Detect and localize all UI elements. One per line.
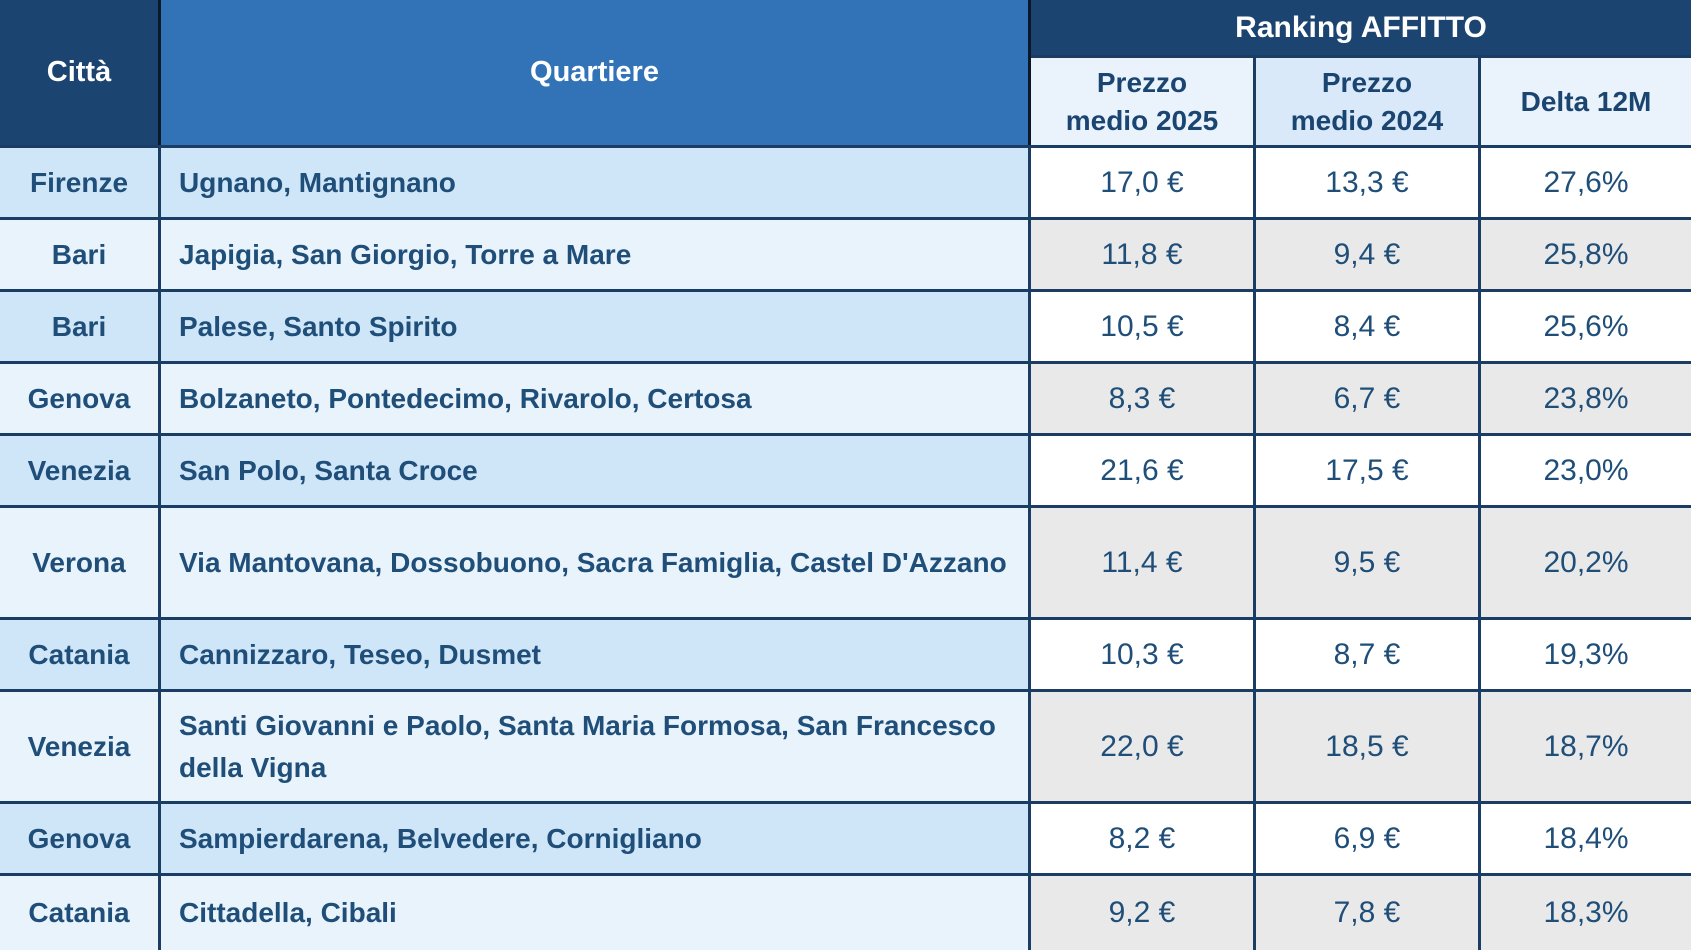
quartiere-cell: Japigia, San Giorgio, Torre a Mare <box>161 220 1028 289</box>
city-cell: Bari <box>0 292 158 361</box>
city-cell: Verona <box>0 508 158 617</box>
quartiere-cell: Palese, Santo Spirito <box>161 292 1028 361</box>
header-prezzo-2024-line1: Prezzo <box>1321 66 1413 98</box>
header-column-divider <box>1028 0 1031 145</box>
prezzo-2024-cell: 8,4 € <box>1256 292 1478 361</box>
header-quartiere: Quartiere <box>161 0 1028 145</box>
header-prezzo-medio-2024: Prezzo medio 2024 <box>1256 58 1478 145</box>
quartiere-cell: Sampierdarena, Belvedere, Cornigliano <box>161 804 1028 873</box>
header-prezzo-2025-line1: Prezzo <box>1096 66 1188 98</box>
quartiere-cell: Ugnano, Mantignano <box>161 148 1028 217</box>
prezzo-2025-cell: 22,0 € <box>1031 692 1253 801</box>
delta-cell: 23,0% <box>1481 436 1691 505</box>
prezzo-2024-cell: 6,9 € <box>1256 804 1478 873</box>
prezzo-2025-cell: 21,6 € <box>1031 436 1253 505</box>
header-delta-12m: Delta 12M <box>1481 58 1691 145</box>
prezzo-2025-cell: 11,4 € <box>1031 508 1253 617</box>
prezzo-2025-cell: 10,3 € <box>1031 620 1253 689</box>
delta-cell: 18,3% <box>1481 876 1691 950</box>
city-cell: Bari <box>0 220 158 289</box>
prezzo-2024-cell: 9,4 € <box>1256 220 1478 289</box>
prezzo-2024-cell: 6,7 € <box>1256 364 1478 433</box>
header-ranking-affitto: Ranking AFFITTO <box>1031 0 1691 55</box>
prezzo-2025-cell: 17,0 € <box>1031 148 1253 217</box>
quartiere-cell: Cannizzaro, Teseo, Dusmet <box>161 620 1028 689</box>
prezzo-2025-cell: 9,2 € <box>1031 876 1253 950</box>
prezzo-2024-cell: 7,8 € <box>1256 876 1478 950</box>
header-column-divider <box>158 0 161 145</box>
prezzo-2024-cell: 13,3 € <box>1256 148 1478 217</box>
quartiere-cell: Santi Giovanni e Paolo, Santa Maria Form… <box>161 692 1028 801</box>
delta-cell: 23,8% <box>1481 364 1691 433</box>
delta-cell: 20,2% <box>1481 508 1691 617</box>
header-citta: Città <box>0 0 158 145</box>
delta-cell: 18,7% <box>1481 692 1691 801</box>
prezzo-2024-cell: 9,5 € <box>1256 508 1478 617</box>
header-prezzo-2024-line2: medio 2024 <box>1290 104 1444 136</box>
prezzo-2025-cell: 11,8 € <box>1031 220 1253 289</box>
city-cell: Firenze <box>0 148 158 217</box>
delta-cell: 19,3% <box>1481 620 1691 689</box>
city-cell: Venezia <box>0 436 158 505</box>
header-prezzo-medio-2025: Prezzo medio 2025 <box>1031 58 1253 145</box>
prezzo-2025-cell: 8,2 € <box>1031 804 1253 873</box>
delta-cell: 27,6% <box>1481 148 1691 217</box>
city-cell: Catania <box>0 876 158 950</box>
city-cell: Catania <box>0 620 158 689</box>
city-cell: Venezia <box>0 692 158 801</box>
quartiere-cell: Bolzaneto, Pontedecimo, Rivarolo, Certos… <box>161 364 1028 433</box>
prezzo-2024-cell: 18,5 € <box>1256 692 1478 801</box>
delta-cell: 18,4% <box>1481 804 1691 873</box>
quartiere-cell: San Polo, Santa Croce <box>161 436 1028 505</box>
city-cell: Genova <box>0 364 158 433</box>
header-prezzo-2025-line2: medio 2025 <box>1065 104 1219 136</box>
prezzo-2024-cell: 8,7 € <box>1256 620 1478 689</box>
city-cell: Genova <box>0 804 158 873</box>
delta-cell: 25,6% <box>1481 292 1691 361</box>
prezzo-2024-cell: 17,5 € <box>1256 436 1478 505</box>
prezzo-2025-cell: 10,5 € <box>1031 292 1253 361</box>
quartiere-cell: Via Mantovana, Dossobuono, Sacra Famigli… <box>161 508 1028 617</box>
delta-cell: 25,8% <box>1481 220 1691 289</box>
prezzo-2025-cell: 8,3 € <box>1031 364 1253 433</box>
quartiere-cell: Cittadella, Cibali <box>161 876 1028 950</box>
